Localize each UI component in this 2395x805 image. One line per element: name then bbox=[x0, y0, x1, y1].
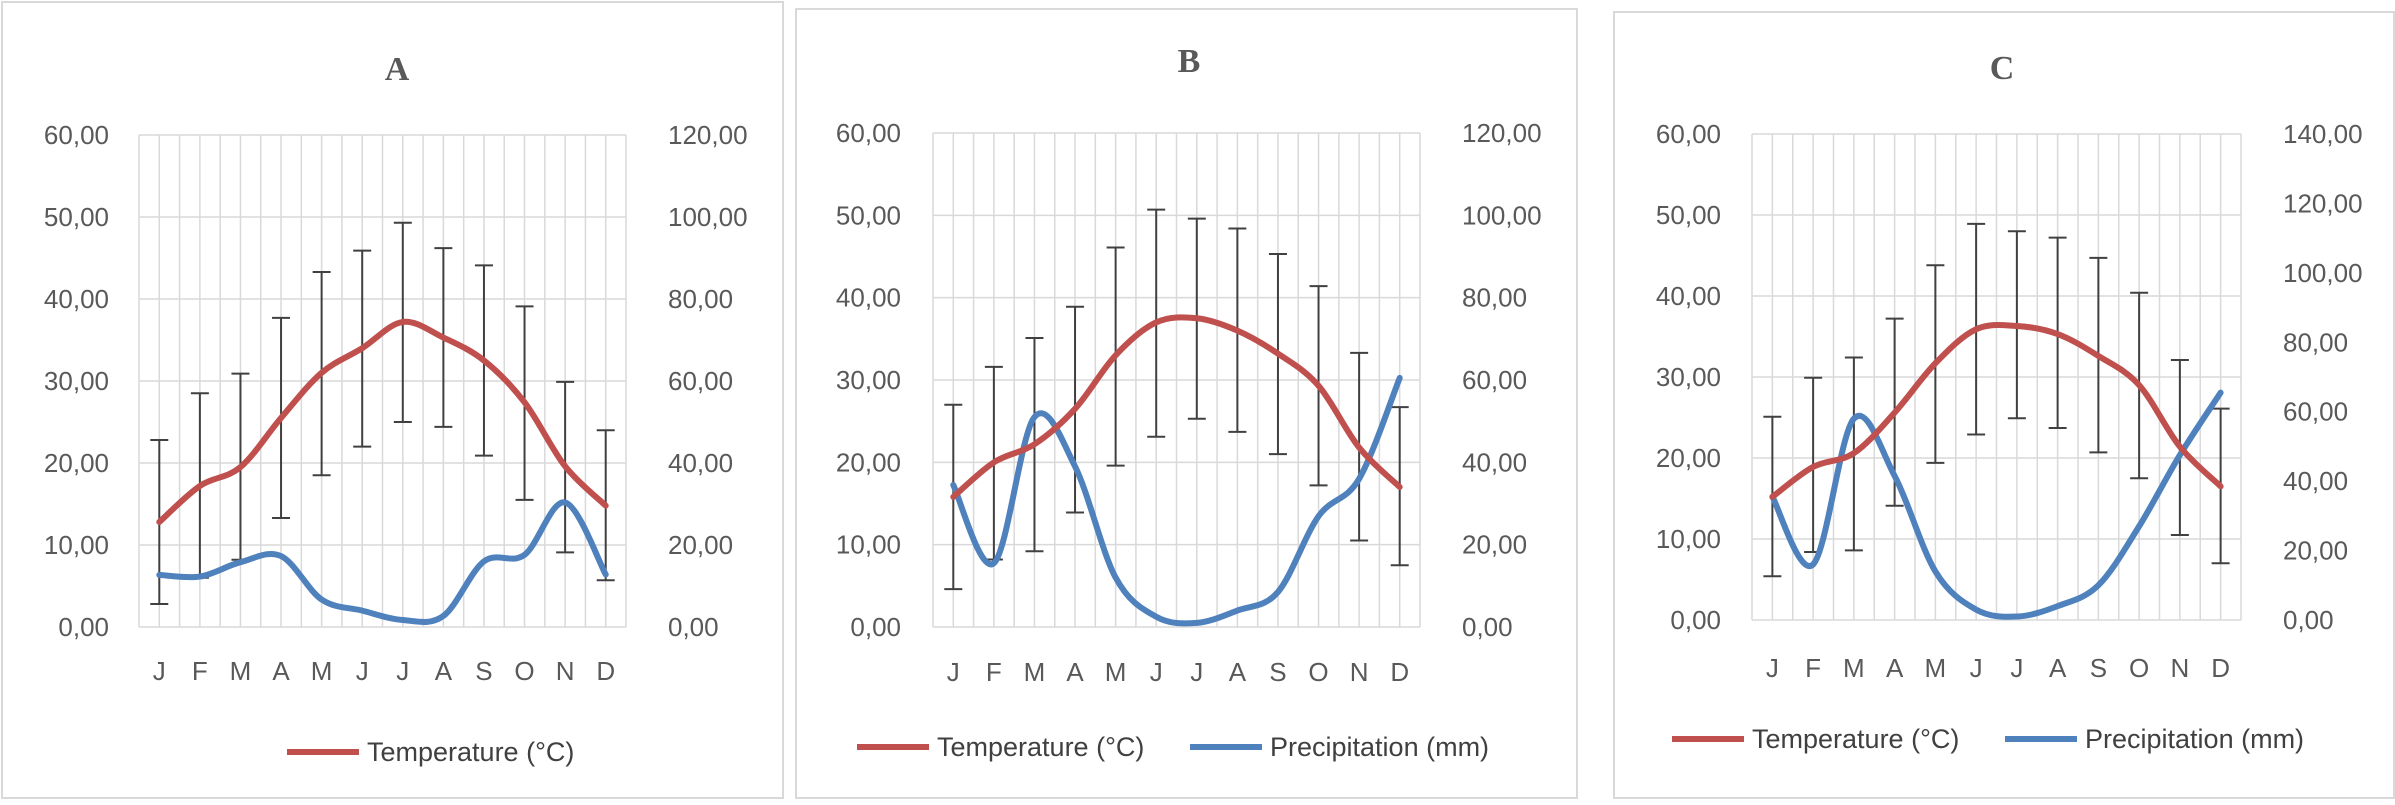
x-tick-label: D bbox=[1390, 657, 1409, 687]
y-right-tick-label: 40,00 bbox=[668, 448, 733, 478]
x-tick-label: M bbox=[1105, 657, 1127, 687]
temperature-line bbox=[1769, 321, 2224, 500]
chart-title: B bbox=[1178, 43, 1201, 80]
y-left-tick-label: 10,00 bbox=[44, 530, 109, 560]
y-right-tick-label: 0,00 bbox=[2283, 605, 2334, 635]
x-tick-label: A bbox=[272, 656, 290, 686]
x-tick-label: F bbox=[1805, 653, 1821, 683]
chart-panel-c: C 0,00 10,00 20,00 30,00 40,00 50,00 60,00 0,00 2… bbox=[1613, 11, 2395, 799]
y-left-tick-label: 40,00 bbox=[44, 284, 109, 314]
x-tick-label: F bbox=[986, 657, 1002, 687]
y-left-tick-label: 40,00 bbox=[1656, 281, 1721, 311]
x-tick-label: A bbox=[1886, 653, 1904, 683]
x-tick-label: J bbox=[396, 656, 409, 686]
chart-a-svg: A 0,00 10,00 20,00 30,00 40,00 50,00 60,00 0,00 2… bbox=[44, 51, 748, 767]
y-left-tick-label: 0,00 bbox=[850, 612, 901, 642]
y-right-tick-label: 40,00 bbox=[2283, 466, 2348, 496]
legend-temperature-label: Temperature (°C) bbox=[367, 737, 574, 767]
y-right-tick-label: 20,00 bbox=[668, 530, 733, 560]
x-tick-label: D bbox=[596, 656, 615, 686]
y-right-tick-label: 20,00 bbox=[1462, 530, 1527, 560]
y-left-tick-label: 60,00 bbox=[44, 120, 109, 150]
x-tick-label: A bbox=[435, 656, 453, 686]
x-tick-label: M bbox=[230, 656, 252, 686]
y-right-tick-label: 100,00 bbox=[2283, 258, 2363, 288]
y-left-tick-label: 10,00 bbox=[1656, 524, 1721, 554]
y-right-tick-label: 80,00 bbox=[2283, 327, 2348, 357]
x-tick-label: J bbox=[2010, 653, 2023, 683]
y-left-tick-label: 50,00 bbox=[1656, 200, 1721, 230]
y-left-tick-label: 0,00 bbox=[58, 612, 109, 642]
y-left-tick-label: 50,00 bbox=[836, 200, 901, 230]
chart-title: A bbox=[385, 51, 410, 88]
y-right-tick-label: 60,00 bbox=[2283, 397, 2348, 427]
x-tick-label: J bbox=[1150, 657, 1163, 687]
y-left-tick-label: 20,00 bbox=[836, 447, 901, 477]
y-right-tick-label: 60,00 bbox=[668, 366, 733, 396]
x-tick-label: M bbox=[1925, 653, 1947, 683]
precipitation-line bbox=[156, 499, 609, 625]
y-right-tick-label: 0,00 bbox=[1462, 612, 1513, 642]
x-tick-label: N bbox=[1350, 657, 1369, 687]
y-left-tick-label: 10,00 bbox=[836, 530, 901, 560]
x-tick-label: J bbox=[1766, 653, 1779, 683]
temperature-line bbox=[156, 318, 609, 526]
x-tick-label: S bbox=[1269, 657, 1286, 687]
x-tick-label: M bbox=[1843, 653, 1865, 683]
y-left-tick-label: 0,00 bbox=[1670, 605, 1721, 635]
x-tick-label: J bbox=[356, 656, 369, 686]
legend-precipitation-label: Precipitation (mm) bbox=[1270, 732, 1489, 762]
y-right-tick-label: 140,00 bbox=[2283, 119, 2363, 149]
y-right-tick-label: 120,00 bbox=[2283, 188, 2363, 218]
x-tick-label: A bbox=[1066, 657, 1084, 687]
chart-c-svg: C 0,00 10,00 20,00 30,00 40,00 50,00 60,00 0,00 2… bbox=[1656, 50, 2363, 754]
y-right-tick-label: 40,00 bbox=[1462, 447, 1527, 477]
y-right-tick-label: 0,00 bbox=[668, 612, 719, 642]
x-tick-label: J bbox=[1970, 653, 1983, 683]
x-tick-label: O bbox=[2129, 653, 2149, 683]
y-right-tick-label: 120,00 bbox=[668, 120, 748, 150]
x-tick-label: J bbox=[153, 656, 166, 686]
chart-panel-b: B 0,00 10,00 20,00 30,00 40,00 50,00 60,00 0,00 2… bbox=[795, 8, 1578, 799]
x-tick-label: M bbox=[1024, 657, 1046, 687]
y-left-tick-label: 60,00 bbox=[1656, 119, 1721, 149]
x-tick-label: A bbox=[2049, 653, 2067, 683]
y-left-tick-label: 50,00 bbox=[44, 202, 109, 232]
chart-title: C bbox=[1990, 50, 2015, 87]
legend-temperature-label: Temperature (°C) bbox=[937, 732, 1144, 762]
y-left-tick-label: 30,00 bbox=[1656, 362, 1721, 392]
y-left-tick-label: 40,00 bbox=[836, 283, 901, 313]
x-tick-label: F bbox=[192, 656, 208, 686]
x-tick-label: D bbox=[2211, 653, 2230, 683]
precipitation-line bbox=[950, 374, 1403, 627]
precipitation-line bbox=[1769, 389, 2224, 620]
legend-temperature-label: Temperature (°C) bbox=[1752, 724, 1959, 754]
x-tick-label: M bbox=[311, 656, 333, 686]
y-right-tick-label: 80,00 bbox=[668, 284, 733, 314]
x-tick-label: J bbox=[947, 657, 960, 687]
x-tick-label: O bbox=[514, 656, 534, 686]
y-left-tick-label: 20,00 bbox=[1656, 443, 1721, 473]
y-left-tick-label: 30,00 bbox=[44, 366, 109, 396]
y-right-tick-label: 100,00 bbox=[668, 202, 748, 232]
x-tick-label: S bbox=[2090, 653, 2107, 683]
y-right-tick-label: 60,00 bbox=[1462, 365, 1527, 395]
x-tick-label: N bbox=[2170, 653, 2189, 683]
x-tick-label: A bbox=[1229, 657, 1247, 687]
y-left-tick-label: 20,00 bbox=[44, 448, 109, 478]
temperature-line bbox=[950, 314, 1403, 500]
chart-b-svg: B 0,00 10,00 20,00 30,00 40,00 50,00 60,00 0,00 2… bbox=[836, 43, 1542, 762]
y-right-tick-label: 80,00 bbox=[1462, 283, 1527, 313]
x-tick-label: N bbox=[556, 656, 575, 686]
y-left-tick-label: 30,00 bbox=[836, 365, 901, 395]
y-right-tick-label: 100,00 bbox=[1462, 200, 1542, 230]
y-right-tick-label: 120,00 bbox=[1462, 118, 1542, 148]
legend-precipitation-label: Precipitation (mm) bbox=[2085, 724, 2304, 754]
y-right-tick-label: 20,00 bbox=[2283, 536, 2348, 566]
x-tick-label: S bbox=[475, 656, 492, 686]
x-tick-label: O bbox=[1308, 657, 1328, 687]
chart-panel-a: A 0,00 10,00 20,00 30,00 40,00 50,00 60,00 0,00 2… bbox=[1, 1, 784, 799]
y-left-tick-label: 60,00 bbox=[836, 118, 901, 148]
x-tick-label: J bbox=[1190, 657, 1203, 687]
